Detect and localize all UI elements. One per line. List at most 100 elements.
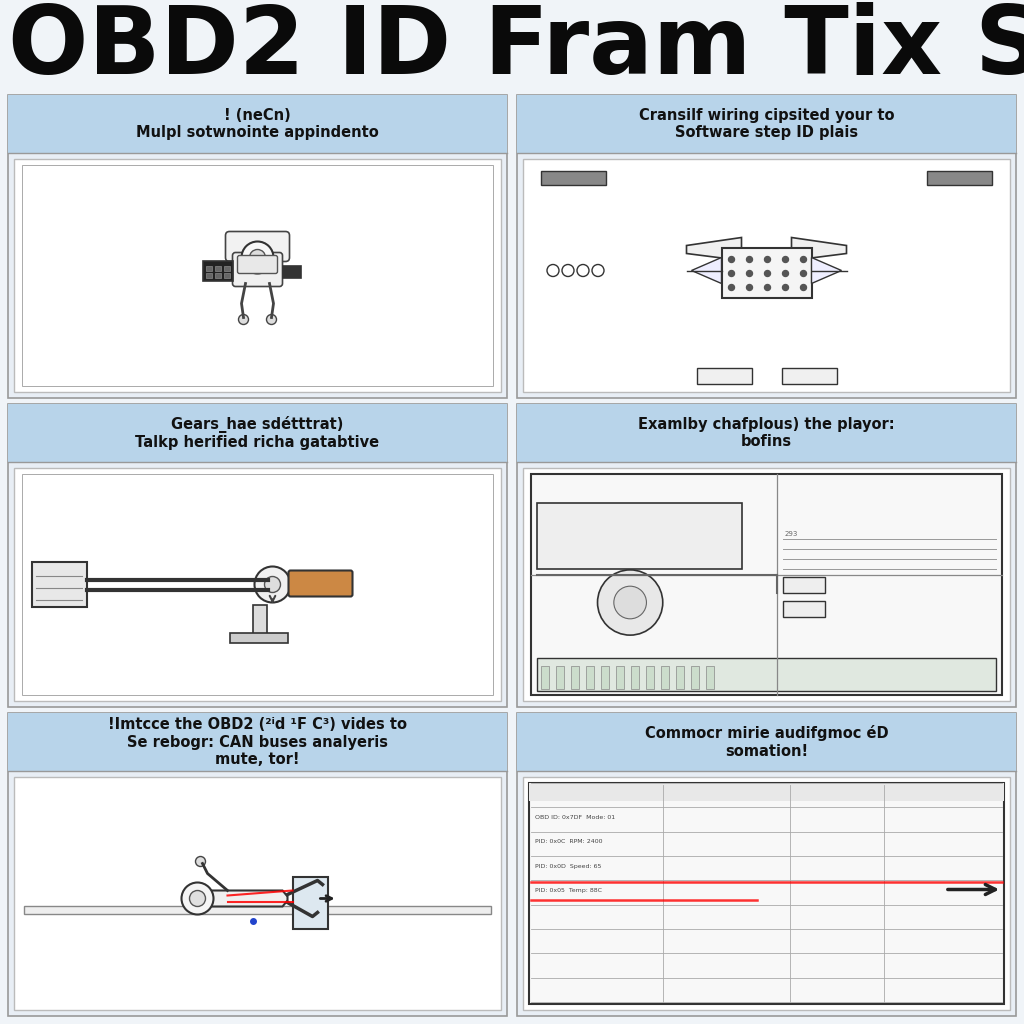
Text: PID: 0x0D  Speed: 65: PID: 0x0D Speed: 65	[535, 863, 601, 868]
Text: PID: 0x05  Temp: 88C: PID: 0x05 Temp: 88C	[535, 888, 602, 893]
Circle shape	[613, 586, 646, 618]
Circle shape	[196, 856, 206, 866]
Bar	[223, 272, 229, 278]
Circle shape	[765, 270, 770, 276]
Bar	[206, 265, 212, 270]
Circle shape	[189, 891, 206, 906]
Bar	[556, 666, 564, 689]
Bar	[781, 368, 837, 384]
Polygon shape	[691, 257, 722, 284]
Circle shape	[598, 570, 663, 635]
Circle shape	[765, 285, 770, 291]
Circle shape	[255, 566, 291, 602]
Bar	[706, 666, 714, 689]
Bar	[293, 877, 328, 929]
Bar	[927, 171, 992, 185]
Text: 293: 293	[784, 531, 798, 538]
Bar	[523, 159, 1010, 392]
Bar	[517, 95, 1016, 153]
Bar	[8, 404, 507, 707]
Circle shape	[577, 264, 589, 276]
Text: ! (neCn)
Mulpl sotwnointe appindento: ! (neCn) Mulpl sotwnointe appindento	[136, 108, 379, 140]
Bar	[8, 95, 507, 398]
Circle shape	[181, 883, 213, 914]
Bar	[662, 666, 669, 689]
Circle shape	[266, 314, 276, 325]
Circle shape	[250, 250, 265, 265]
Bar	[32, 561, 87, 606]
Circle shape	[562, 264, 574, 276]
Bar	[22, 165, 493, 386]
Bar	[676, 666, 684, 689]
Circle shape	[592, 264, 604, 276]
FancyBboxPatch shape	[225, 231, 290, 261]
Bar	[8, 95, 507, 153]
Bar	[537, 658, 996, 691]
Bar	[696, 368, 752, 384]
Bar	[24, 905, 490, 913]
Bar	[537, 503, 741, 568]
FancyBboxPatch shape	[289, 570, 352, 597]
Bar	[203, 260, 232, 281]
Bar	[571, 666, 579, 689]
Polygon shape	[811, 257, 842, 284]
Circle shape	[728, 270, 734, 276]
Text: OBD2 ID Fram Tix Steps: OBD2 ID Fram Tix Steps	[8, 1, 1024, 93]
Bar	[223, 265, 229, 270]
Circle shape	[728, 285, 734, 291]
Bar	[691, 666, 699, 689]
Bar	[601, 666, 609, 689]
Text: Examlby chafplous) the playor:
bofins: Examlby chafplous) the playor: bofins	[638, 417, 895, 450]
Bar	[214, 265, 220, 270]
Polygon shape	[208, 891, 288, 906]
Bar	[206, 272, 212, 278]
Circle shape	[746, 256, 753, 262]
Bar	[229, 633, 288, 642]
Circle shape	[782, 256, 788, 262]
Text: !Imtcce the OBD2 (²ⁱd ¹F C³) vides to
Se rebogr: CAN buses analyeris
mute, tor!: !Imtcce the OBD2 (²ⁱd ¹F C³) vides to Se…	[108, 717, 407, 767]
FancyBboxPatch shape	[232, 253, 283, 287]
Bar	[616, 666, 624, 689]
Circle shape	[765, 256, 770, 262]
Bar	[517, 713, 1016, 771]
Bar	[214, 272, 220, 278]
Bar	[253, 604, 266, 637]
Circle shape	[801, 256, 807, 262]
Bar	[517, 404, 1016, 707]
Circle shape	[242, 242, 273, 273]
Text: Gears_hae sdétttrat)
Talkp herified richa gatabtive: Gears_hae sdétttrat) Talkp herified rich…	[135, 416, 380, 451]
Bar	[517, 713, 1016, 1016]
Text: OBD ID: 0x7DF  Mode: 01: OBD ID: 0x7DF Mode: 01	[535, 815, 615, 820]
Circle shape	[239, 314, 249, 325]
Bar	[517, 95, 1016, 398]
Polygon shape	[792, 238, 847, 260]
Bar	[541, 666, 549, 689]
Circle shape	[746, 285, 753, 291]
FancyBboxPatch shape	[238, 256, 278, 273]
Bar	[22, 474, 493, 695]
Bar	[529, 783, 1004, 1004]
Bar	[782, 577, 824, 593]
Bar	[782, 600, 824, 616]
Bar	[586, 666, 594, 689]
Bar	[14, 159, 501, 392]
Text: Cransilf wiring cipsited your to
Software step ID plais: Cransilf wiring cipsited your to Softwar…	[639, 108, 894, 140]
Circle shape	[801, 285, 807, 291]
Circle shape	[782, 270, 788, 276]
Bar	[722, 248, 811, 298]
Circle shape	[746, 270, 753, 276]
Bar	[646, 666, 654, 689]
Bar	[283, 265, 300, 278]
Bar	[523, 468, 1010, 701]
Text: Commocr mirie audifgmoc éD
somation!: Commocr mirie audifgmoc éD somation!	[645, 725, 888, 759]
Circle shape	[801, 270, 807, 276]
Polygon shape	[686, 238, 741, 260]
Bar	[517, 404, 1016, 462]
Circle shape	[782, 285, 788, 291]
Circle shape	[728, 256, 734, 262]
Text: PID: 0x0C  RPM: 2400: PID: 0x0C RPM: 2400	[535, 840, 602, 845]
Circle shape	[264, 577, 281, 593]
Circle shape	[547, 264, 559, 276]
Bar	[14, 468, 501, 701]
Bar	[14, 777, 501, 1010]
